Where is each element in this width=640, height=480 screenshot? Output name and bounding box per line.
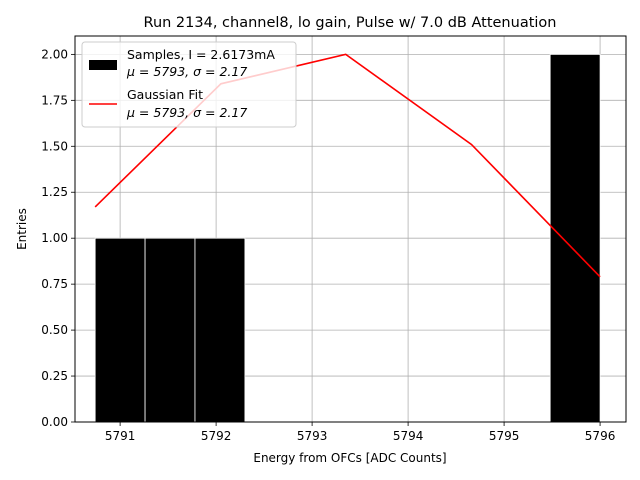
legend: Samples, I = 2.6173mA μ = 5793, σ = 2.17… — [81, 41, 297, 128]
legend-samples-label: Samples, I = 2.6173mA — [127, 47, 275, 62]
x-tick-label: 5795 — [489, 429, 520, 443]
x-axis-label: Energy from OFCs [ADC Counts] — [253, 451, 446, 465]
legend-fit-label: Gaussian Fit — [127, 87, 203, 102]
y-tick-label: 1.50 — [41, 139, 68, 153]
y-tick-label: 1.25 — [41, 185, 68, 199]
legend-fit-stats: μ = 5793, σ = 2.17 — [126, 105, 247, 120]
x-tick-label: 5793 — [297, 429, 328, 443]
y-tick-label: 1.00 — [41, 231, 68, 245]
y-tick-label: 0.25 — [41, 369, 68, 383]
y-tick-label: 1.75 — [41, 93, 68, 107]
plot-frame — [74, 35, 627, 423]
x-tick-label: 5796 — [585, 429, 616, 443]
y-tick-label: 0.50 — [41, 323, 68, 337]
x-tick-label: 5794 — [393, 429, 424, 443]
histogram-bar — [94, 237, 146, 423]
legend-box — [81, 41, 297, 128]
x-axis-ticks: 5791 5792 5793 5794 5795 5796 — [105, 422, 616, 443]
y-axis-ticks: 0.00 0.25 0.50 0.75 1.00 1.25 1.50 1.75 2.00 — [41, 47, 75, 429]
histogram-bar — [549, 53, 601, 423]
y-tick-label: 2.00 — [41, 47, 68, 61]
y-tick-label: 0.00 — [41, 415, 68, 429]
legend-samples-stats: μ = 5793, σ = 2.17 — [126, 64, 247, 79]
y-tick-label: 0.75 — [41, 277, 68, 291]
histogram-bar — [194, 237, 246, 423]
histogram-bar — [144, 237, 196, 423]
chart-title: Run 2134, channel8, lo gain, Pulse w/ 7.… — [144, 15, 557, 31]
x-tick-label: 5792 — [201, 429, 232, 443]
y-axis-label: Entries — [15, 208, 29, 250]
histogram-bars — [94, 53, 601, 423]
legend-samples-swatch — [89, 60, 117, 70]
x-tick-label: 5791 — [105, 429, 136, 443]
